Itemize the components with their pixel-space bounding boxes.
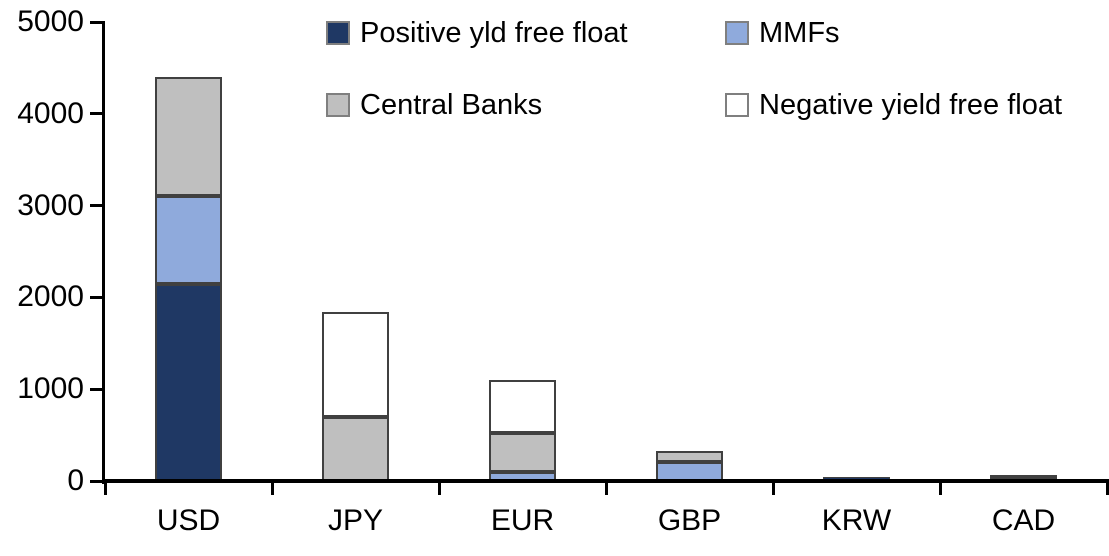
bar-segment-cad-series2	[990, 475, 1057, 478]
y-axis-tick-label: 4000	[17, 96, 84, 130]
legend-item: Negative yield free float	[725, 82, 1062, 128]
legend-swatch-icon	[725, 93, 749, 117]
bar-segment-usd-series0	[155, 283, 222, 481]
x-axis-tick	[437, 481, 441, 495]
x-axis-tick	[270, 481, 274, 495]
x-axis-tick	[938, 481, 942, 495]
x-axis-tick	[1105, 481, 1109, 495]
x-axis-tick	[771, 481, 775, 495]
x-axis-tick	[604, 481, 608, 495]
y-axis-tick	[90, 387, 105, 391]
legend-label: Positive yld free float	[360, 16, 628, 49]
x-axis-category-label: KRW	[821, 504, 892, 537]
legend-item: Central Banks	[326, 82, 725, 128]
legend-item: MMFs	[725, 10, 1062, 56]
bar-segment-eur-series3	[489, 380, 556, 433]
legend-label: Central Banks	[360, 88, 543, 121]
bar-segment-gbp-series2	[656, 450, 723, 462]
legend-swatch-icon	[326, 93, 350, 117]
bar-segment-jpy-series3	[322, 312, 389, 417]
bar-segment-eur-series2	[489, 432, 556, 472]
legend-swatch-icon	[725, 21, 749, 45]
y-axis-tick-label: 2000	[17, 280, 84, 314]
legend-item: Positive yld free float	[326, 10, 725, 56]
x-axis-category-label: EUR	[490, 504, 555, 537]
y-axis-tick-label: 1000	[17, 372, 84, 406]
x-axis-category-label: USD	[156, 504, 221, 537]
legend-swatch-icon	[326, 21, 350, 45]
x-axis-category-label: CAD	[991, 504, 1056, 537]
y-axis-tick	[90, 479, 105, 483]
x-axis-category-label: GBP	[657, 504, 722, 537]
legend: Positive yld free float MMFs Central Banks…	[326, 10, 1062, 128]
y-axis-tick	[90, 20, 105, 24]
bar-segment-usd-series1	[155, 196, 222, 284]
y-axis-tick	[90, 204, 105, 208]
legend-label: Negative yield free float	[759, 88, 1063, 121]
y-axis-line	[102, 21, 105, 484]
bar-segment-jpy-series2	[322, 416, 389, 481]
y-axis-tick-label: 3000	[17, 188, 84, 222]
y-axis-tick-label: 5000	[17, 4, 84, 38]
legend-label: MMFs	[759, 16, 840, 49]
y-axis-tick-label: 0	[67, 464, 84, 497]
x-axis-tick	[103, 481, 107, 495]
y-axis-tick	[90, 295, 105, 299]
bar-segment-usd-series2	[155, 77, 222, 197]
y-axis-tick	[90, 112, 105, 116]
x-axis-category-label: JPY	[327, 504, 384, 537]
bar-segment-cad-series1	[990, 477, 1057, 480]
